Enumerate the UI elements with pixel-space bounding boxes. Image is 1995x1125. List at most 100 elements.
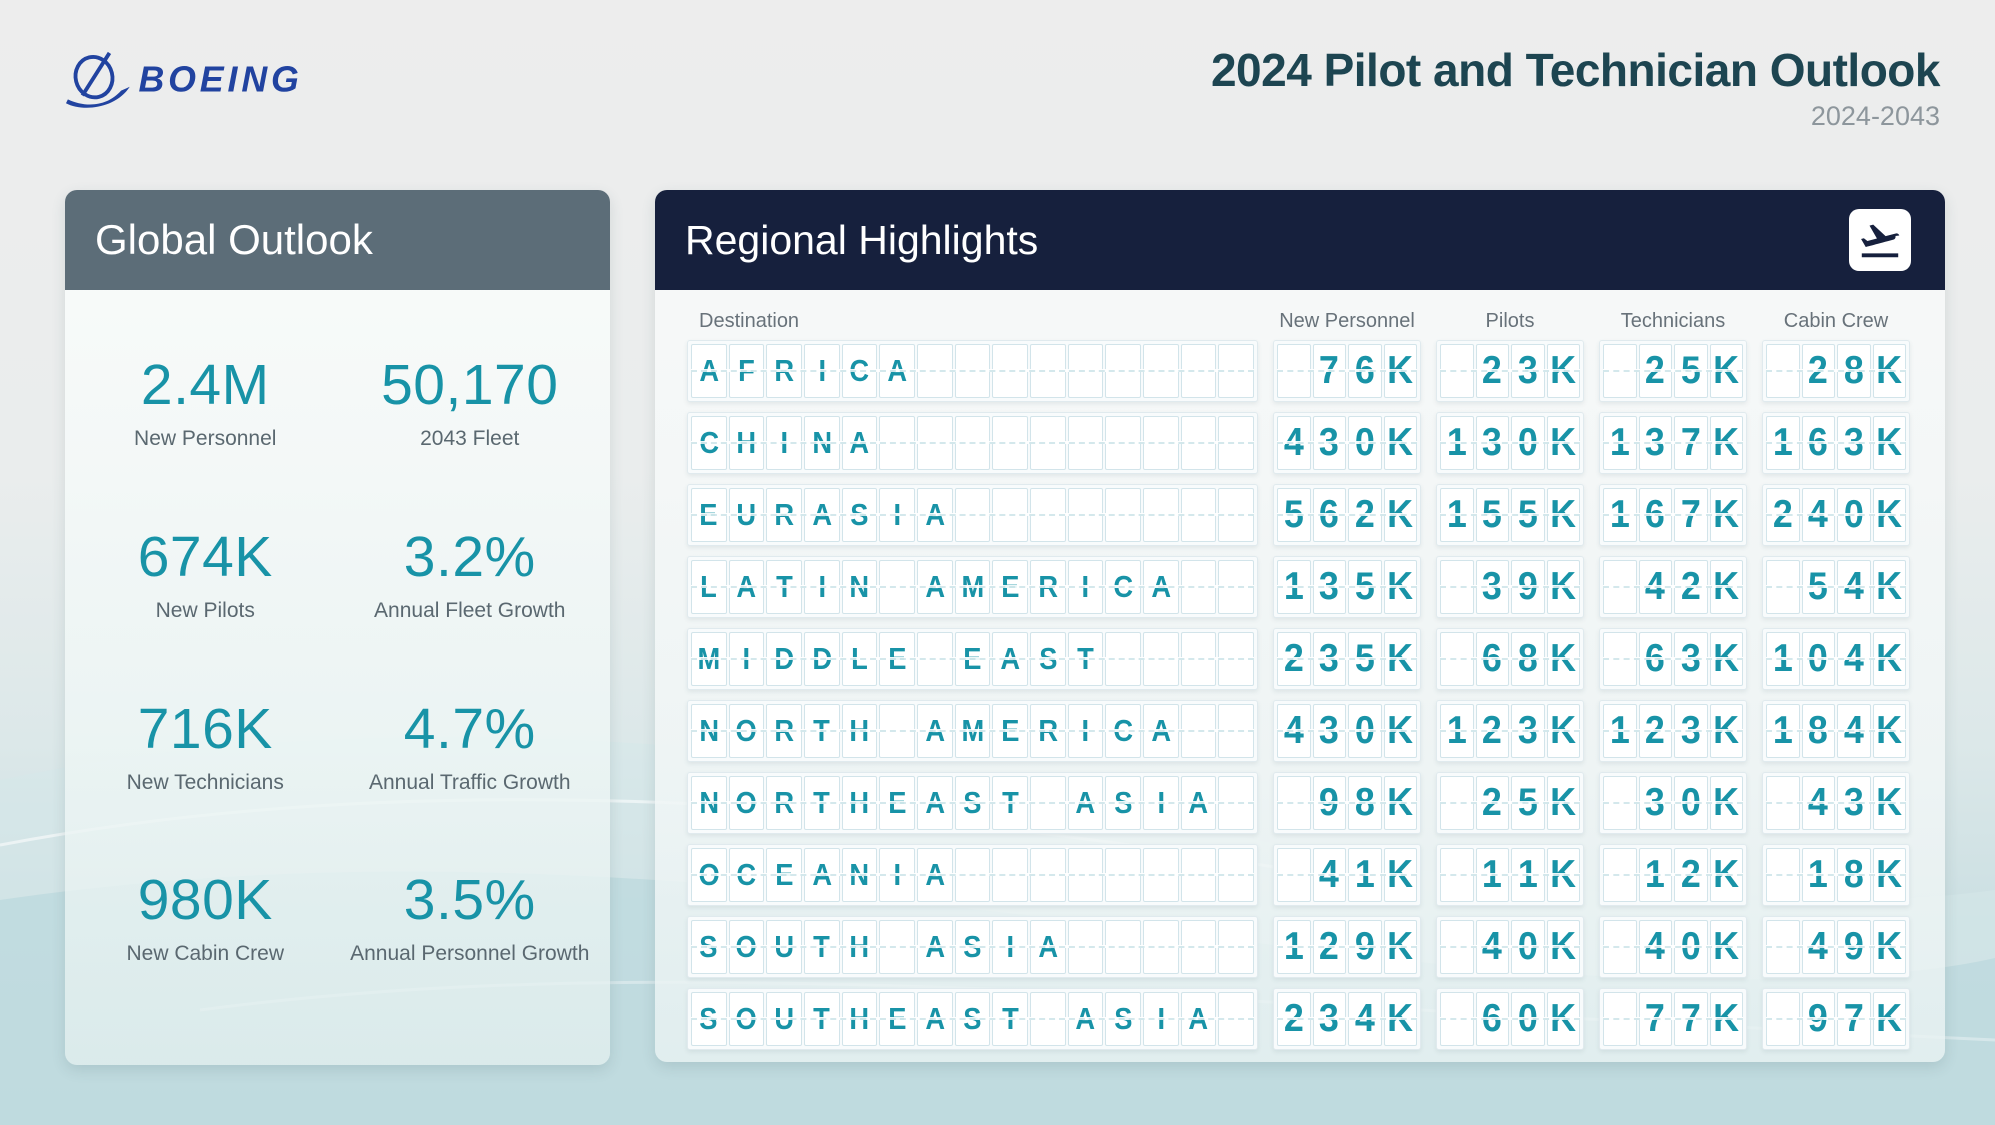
flap-cell — [1030, 992, 1066, 1046]
flap-cell: K — [1383, 488, 1417, 542]
flap-cell: N — [841, 560, 878, 614]
flap-cell: K — [1546, 632, 1580, 686]
flap-cell: 3 — [1837, 776, 1871, 830]
global-outlook-card: Global Outlook 2.4M New Personnel 50,170 20… — [65, 190, 610, 1065]
flap-char: A — [1188, 785, 1209, 820]
flap-char: S — [699, 929, 718, 964]
flap-cell: A — [917, 920, 953, 974]
flap-char: 1 — [1808, 853, 1829, 896]
flap-char: 6 — [1482, 997, 1503, 1040]
flap-cell: 3 — [1475, 416, 1509, 470]
flap-cell: K — [1872, 992, 1906, 1046]
flap-cell — [1218, 776, 1255, 830]
flap-char: E — [1001, 569, 1020, 604]
flap-char: I — [818, 353, 826, 388]
flap-cell: 1 — [1475, 848, 1509, 902]
flap-cell: A — [1143, 560, 1179, 614]
flap-char: 2 — [1283, 637, 1304, 680]
flap-char: K — [1550, 421, 1577, 464]
flap-char: O — [735, 1001, 758, 1036]
flap-cell: 1 — [1801, 848, 1835, 902]
flap-cell: K — [1709, 992, 1743, 1046]
flap-cell: 2 — [1674, 848, 1708, 902]
flap-cell — [1180, 560, 1217, 614]
flap-char: 1 — [1517, 853, 1538, 896]
flap-char: K — [1876, 565, 1903, 608]
flap-cell: T — [766, 560, 803, 614]
flap-cell — [1766, 992, 1800, 1046]
flap-cell: 1 — [1277, 560, 1311, 614]
flap-cell: A — [1180, 992, 1217, 1046]
flap-cell: 4 — [1801, 920, 1835, 974]
flap-char: K — [1550, 709, 1577, 752]
flap-char: A — [925, 929, 945, 964]
flap-char: 2 — [1283, 997, 1304, 1040]
flap-cell: 2 — [1638, 704, 1672, 758]
flap-char: 3 — [1319, 565, 1340, 608]
flap-cell: 1 — [1766, 416, 1800, 470]
flap-cell: 3 — [1638, 416, 1672, 470]
flap-cell: K — [1709, 416, 1743, 470]
flap-cell: H — [841, 776, 878, 830]
flap-char: 6 — [1319, 493, 1340, 536]
flap-cell: S — [1105, 776, 1142, 830]
flap-cell: A — [1030, 920, 1066, 974]
flap-cell: 3 — [1638, 776, 1672, 830]
flap-char: 0 — [1808, 637, 1829, 680]
flap-char: U — [736, 497, 757, 532]
flap-char: 4 — [1482, 925, 1503, 968]
flap-char: 5 — [1517, 781, 1538, 824]
flap-cell: 6 — [1348, 344, 1382, 398]
flap-cell: T — [804, 920, 840, 974]
flap-cell: R — [766, 488, 803, 542]
flap-cell: H — [841, 992, 878, 1046]
flap-char: S — [1114, 785, 1133, 820]
flap-cell: 1 — [1603, 416, 1637, 470]
flap-cell: I — [1067, 560, 1104, 614]
flap-cell: K — [1383, 776, 1417, 830]
flap-char: M — [697, 641, 721, 676]
flap-cell: 2 — [1766, 488, 1800, 542]
flap-cell: A — [1143, 704, 1179, 758]
flap-cell: R — [766, 704, 803, 758]
flap-cell: 8 — [1801, 704, 1835, 758]
flap-cell: 2 — [1277, 992, 1311, 1046]
flap-cell: K — [1872, 632, 1906, 686]
flap-cell: 4 — [1475, 920, 1509, 974]
flap-char: 3 — [1680, 709, 1701, 752]
column-header-technicians: Technicians — [1620, 309, 1726, 332]
flap-char: 1 — [1354, 853, 1375, 896]
flap-cell — [1766, 848, 1800, 902]
flap-char: 6 — [1482, 637, 1503, 680]
flap-cell — [1440, 776, 1474, 830]
flap-cell: 4 — [1837, 704, 1871, 758]
flap-cell: S — [691, 992, 727, 1046]
stat-label: New Personnel — [134, 427, 277, 450]
flap-cell: 1 — [1603, 488, 1637, 542]
flap-cell: 4 — [1277, 416, 1311, 470]
flap-char: A — [925, 713, 945, 748]
flap-cell: O — [728, 992, 765, 1046]
flap-cell: H — [841, 920, 878, 974]
flap-cell: 0 — [1674, 920, 1708, 974]
regional-board-body: Destination New Personnel Pilots Technician… — [655, 290, 1945, 1062]
flap-cell: R — [1030, 560, 1066, 614]
flap-char: 6 — [1645, 637, 1666, 680]
flap-char: 8 — [1843, 853, 1864, 896]
flap-cell: 1 — [1277, 920, 1311, 974]
flap-cell: F — [728, 344, 765, 398]
flap-char: R — [774, 353, 795, 388]
